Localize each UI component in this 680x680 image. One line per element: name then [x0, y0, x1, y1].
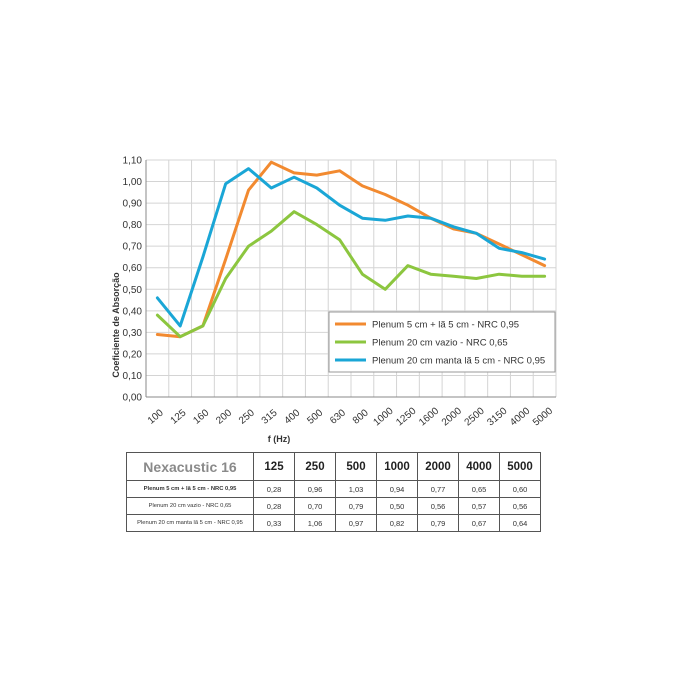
freq-header: 4000	[458, 452, 500, 481]
freq-header: 500	[335, 452, 377, 481]
row-label: Plenum 20 cm vazio - NRC 0,65	[126, 497, 254, 515]
y-tick-label: 0,60	[123, 263, 143, 274]
y-tick-label: 0,00	[123, 393, 143, 404]
x-tick-label: 1000	[372, 405, 396, 428]
chart-legend: Plenum 5 cm + lã 5 cm - NRC 0,95 Plenum 2…	[328, 311, 556, 373]
y-tick-label: 1,10	[123, 156, 143, 167]
y-tick-label: 0,70	[123, 242, 143, 253]
table-cell: 0,82	[376, 514, 418, 532]
table-body: Plenum 5 cm + lã 5 cm - NRC 0,95 0,28 0,96…	[126, 480, 541, 532]
row-label: Plenum 5 cm + lã 5 cm - NRC 0,95	[126, 480, 254, 498]
freq-header: 1000	[376, 452, 418, 481]
x-tick-label: 1250	[394, 405, 418, 428]
freq-header: 5000	[499, 452, 541, 481]
product-name: Nexacustic 16	[126, 452, 254, 481]
y-tick-label: 0,30	[123, 328, 143, 339]
x-tick-label: 125	[169, 407, 189, 426]
x-tick-label: 500	[305, 407, 325, 426]
y-axis-label: Coeficiente de Absorção	[111, 272, 121, 378]
x-tick-label: 3150	[485, 405, 509, 428]
x-tick-label: 2500	[463, 405, 487, 428]
table-cell: 0,70	[294, 497, 336, 515]
y-tick-label: 0,80	[123, 220, 143, 231]
y-tick-label: 0,50	[123, 285, 143, 296]
x-tick-label: 160	[191, 407, 211, 426]
y-tick-label: 0,90	[123, 199, 143, 210]
table-cell: 1,06	[294, 514, 336, 532]
table-cell: 0,64	[499, 514, 541, 532]
table-cell: 0,94	[376, 480, 418, 498]
freq-header: 250	[294, 452, 336, 481]
table-cell: 0,79	[417, 514, 459, 532]
x-tick-label: 800	[351, 407, 371, 426]
table-header-row: Nexacustic 16 125 250 500 1000 2000 4000 5000	[126, 452, 541, 481]
x-tick-label: 315	[260, 407, 280, 426]
x-tick-label: 250	[237, 407, 257, 426]
x-tick-label: 1600	[417, 405, 441, 428]
legend-label: Plenum 5 cm + lã 5 cm - NRC 0,95	[372, 320, 519, 331]
y-tick-label: 1,00	[123, 177, 143, 188]
table-row: Plenum 20 cm vazio - NRC 0,65 0,28 0,70 0,7…	[126, 497, 541, 515]
x-tick-label: 100	[146, 407, 166, 426]
x-tick-label: 630	[328, 407, 348, 426]
table-row: Plenum 5 cm + lã 5 cm - NRC 0,95 0,28 0,96…	[126, 480, 541, 498]
table-cell: 0,67	[458, 514, 500, 532]
legend-label: Plenum 20 cm manta lã 5 cm - NRC 0,95	[372, 356, 545, 367]
table-row: Plenum 20 cm manta lã 5 cm - NRC 0,95 0,3…	[126, 514, 541, 532]
table-cell: 0,56	[499, 497, 541, 515]
x-tick-label: 200	[214, 407, 234, 426]
x-axis-label: f (Hz)	[268, 434, 291, 444]
legend-box	[328, 311, 556, 373]
x-tick-label: 5000	[531, 405, 555, 428]
table-cell: 1,03	[335, 480, 377, 498]
table-cell: 0,56	[417, 497, 459, 515]
legend-label: Plenum 20 cm vazio - NRC 0,65	[372, 338, 508, 349]
table-cell: 0,97	[335, 514, 377, 532]
table-cell: 0,65	[458, 480, 500, 498]
table-cell: 0,33	[253, 514, 295, 532]
table-cell: 0,77	[417, 480, 459, 498]
y-tick-label: 0,40	[123, 306, 143, 317]
x-tick-label: 400	[283, 407, 303, 426]
y-tick-label: 0,10	[123, 371, 143, 382]
chart-series	[155, 160, 547, 339]
x-tick-label: 4000	[508, 405, 532, 428]
series-line-2	[155, 210, 547, 339]
freq-header: 2000	[417, 452, 459, 481]
freq-header: 125	[253, 452, 295, 481]
absorption-table: Nexacustic 16 125 250 500 1000 2000 4000 5000 …	[126, 452, 541, 532]
table-cell: 0,79	[335, 497, 377, 515]
series-line-3	[155, 167, 547, 328]
x-tick-label: 2000	[440, 405, 464, 428]
table-cell: 0,28	[253, 497, 295, 515]
x-axis-ticks: 100 125 160 200 250 315 400 500 630 800 1000125016…	[146, 405, 556, 428]
y-tick-label: 0,20	[123, 349, 143, 360]
table-cell: 0,28	[253, 480, 295, 498]
table-cell: 0,96	[294, 480, 336, 498]
absorption-chart: 0,00 0,10 0,20 0,30 0,40 0,50 0,60 0,70 0,80 0,90…	[111, 156, 557, 444]
y-axis-ticks: 0,00 0,10 0,20 0,30 0,40 0,50 0,60 0,70 0,80 0,90…	[123, 156, 143, 404]
row-label: Plenum 20 cm manta lã 5 cm - NRC 0,95	[126, 514, 254, 532]
table-cell: 0,50	[376, 497, 418, 515]
table-cell: 0,60	[499, 480, 541, 498]
table-cell: 0,57	[458, 497, 500, 515]
